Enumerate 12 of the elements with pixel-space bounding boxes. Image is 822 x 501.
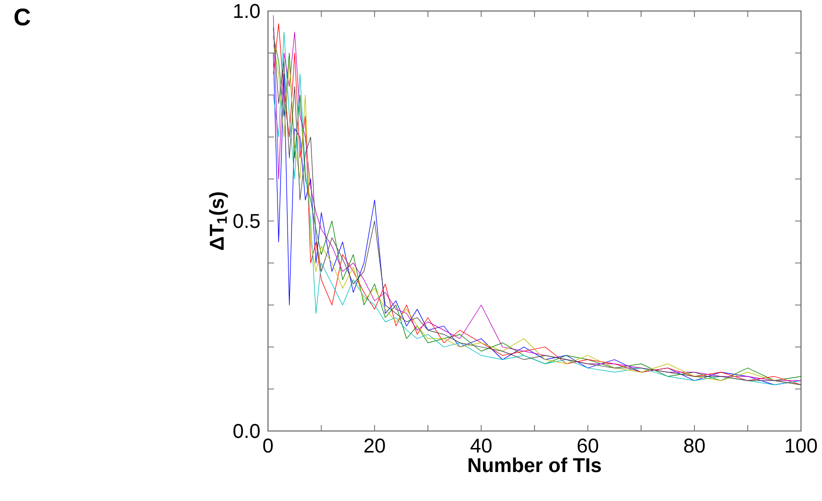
x-tick-label: 20 <box>364 438 385 453</box>
x-tick-label: 100 <box>786 438 817 453</box>
y-tick-label: 0.0 <box>233 424 260 438</box>
x-axis-title: Number of TIs <box>468 458 601 472</box>
y-tick-label: 1.0 <box>234 4 260 18</box>
y-tick-label: 0.5 <box>233 214 260 228</box>
text: C <box>14 8 30 26</box>
x-tick-label: 0 <box>263 438 273 453</box>
x-tick-label: 40 <box>470 438 492 453</box>
x-tick-label: 60 <box>578 438 598 453</box>
y-axis-title: ΔT$_{1}$(s) <box>209 192 228 250</box>
x-tick-label: 80 <box>684 438 705 453</box>
